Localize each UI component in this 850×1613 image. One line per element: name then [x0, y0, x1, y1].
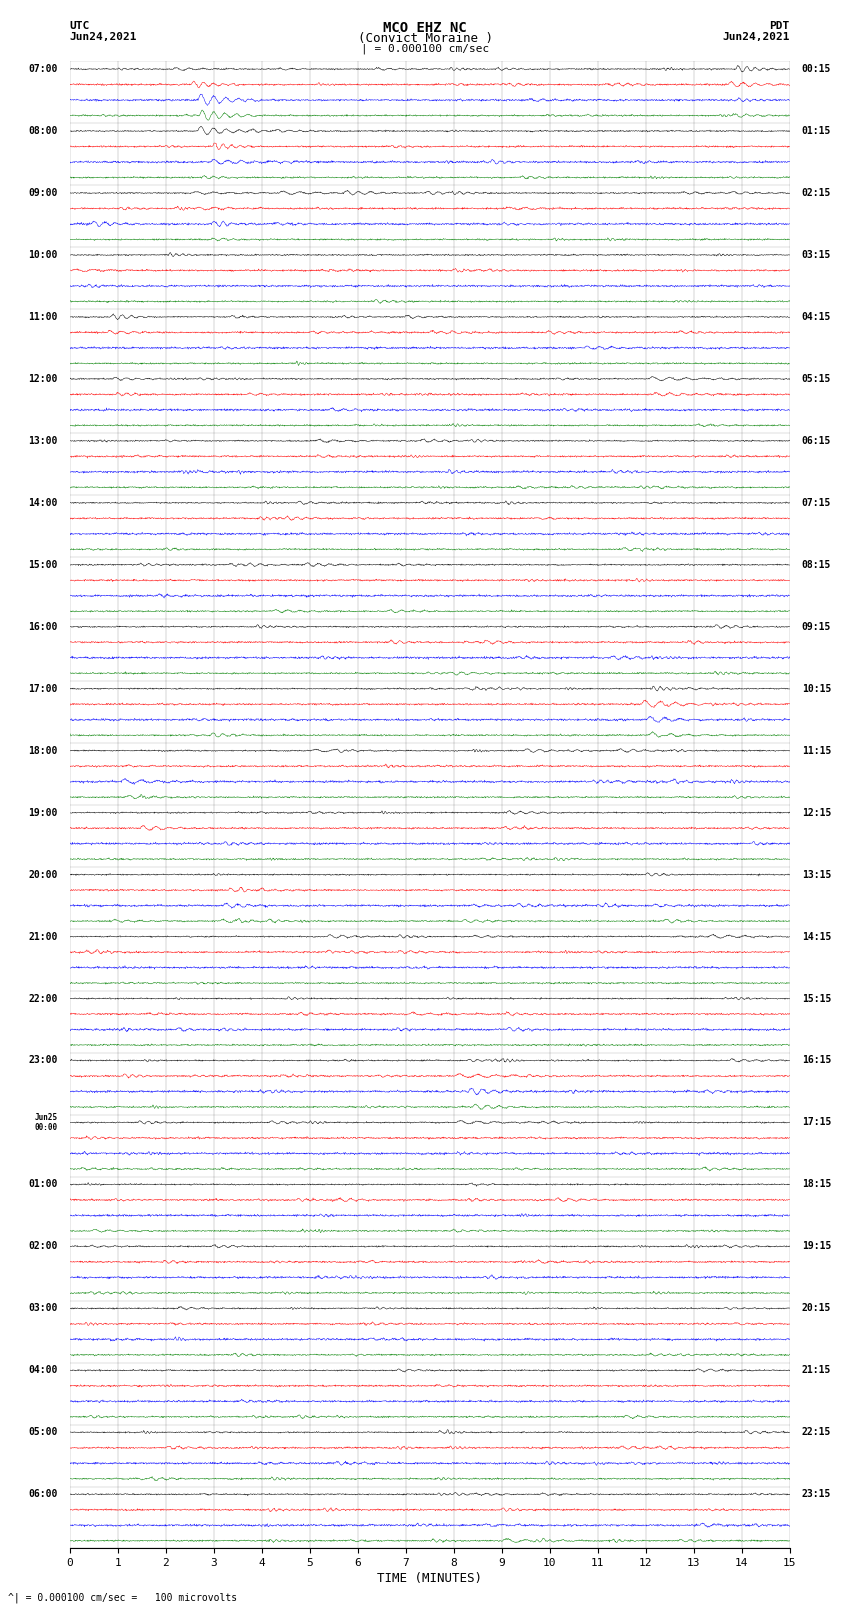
Text: 05:15: 05:15	[802, 374, 831, 384]
Text: 03:15: 03:15	[802, 250, 831, 260]
Text: 11:00: 11:00	[28, 311, 58, 323]
X-axis label: TIME (MINUTES): TIME (MINUTES)	[377, 1573, 482, 1586]
Text: 19:00: 19:00	[28, 808, 58, 818]
Text: 15:00: 15:00	[28, 560, 58, 569]
Text: Jun24,2021: Jun24,2021	[70, 32, 137, 42]
Text: 17:00: 17:00	[28, 684, 58, 694]
Text: 05:00: 05:00	[28, 1428, 58, 1437]
Text: 16:00: 16:00	[28, 621, 58, 632]
Text: 22:00: 22:00	[28, 994, 58, 1003]
Text: 12:15: 12:15	[802, 808, 831, 818]
Text: 08:00: 08:00	[28, 126, 58, 135]
Text: (Convict Moraine ): (Convict Moraine )	[358, 32, 492, 45]
Text: 06:00: 06:00	[28, 1489, 58, 1498]
Text: 04:00: 04:00	[28, 1365, 58, 1376]
Text: 01:00: 01:00	[28, 1179, 58, 1189]
Text: 03:00: 03:00	[28, 1303, 58, 1313]
Text: 07:00: 07:00	[28, 65, 58, 74]
Text: 08:15: 08:15	[802, 560, 831, 569]
Text: 22:15: 22:15	[802, 1428, 831, 1437]
Text: 15:15: 15:15	[802, 994, 831, 1003]
Text: 19:15: 19:15	[802, 1242, 831, 1252]
Text: 00:15: 00:15	[802, 65, 831, 74]
Text: 14:15: 14:15	[802, 932, 831, 942]
Text: 18:00: 18:00	[28, 745, 58, 755]
Text: 16:15: 16:15	[802, 1055, 831, 1066]
Text: MCO EHZ NC: MCO EHZ NC	[383, 21, 467, 35]
Text: 02:15: 02:15	[802, 189, 831, 198]
Text: 17:15: 17:15	[802, 1118, 831, 1127]
Text: 20:00: 20:00	[28, 869, 58, 879]
Text: 00:00: 00:00	[35, 1123, 58, 1132]
Text: 10:00: 10:00	[28, 250, 58, 260]
Text: 21:00: 21:00	[28, 932, 58, 942]
Text: UTC: UTC	[70, 21, 90, 31]
Text: 11:15: 11:15	[802, 745, 831, 755]
Text: 20:15: 20:15	[802, 1303, 831, 1313]
Text: 13:15: 13:15	[802, 869, 831, 879]
Text: 04:15: 04:15	[802, 311, 831, 323]
Text: 13:00: 13:00	[28, 436, 58, 445]
Text: 09:00: 09:00	[28, 189, 58, 198]
Text: 06:15: 06:15	[802, 436, 831, 445]
Text: 12:00: 12:00	[28, 374, 58, 384]
Text: Jun24,2021: Jun24,2021	[722, 32, 790, 42]
Text: 23:00: 23:00	[28, 1055, 58, 1066]
Text: 09:15: 09:15	[802, 621, 831, 632]
Text: 02:00: 02:00	[28, 1242, 58, 1252]
Text: 14:00: 14:00	[28, 498, 58, 508]
Text: 10:15: 10:15	[802, 684, 831, 694]
Text: 23:15: 23:15	[802, 1489, 831, 1498]
Text: | = 0.000100 cm/sec: | = 0.000100 cm/sec	[361, 44, 489, 55]
Text: ^| = 0.000100 cm/sec =   100 microvolts: ^| = 0.000100 cm/sec = 100 microvolts	[8, 1592, 238, 1603]
Text: 18:15: 18:15	[802, 1179, 831, 1189]
Text: Jun25: Jun25	[35, 1113, 58, 1123]
Text: 21:15: 21:15	[802, 1365, 831, 1376]
Text: 07:15: 07:15	[802, 498, 831, 508]
Text: PDT: PDT	[769, 21, 790, 31]
Text: 01:15: 01:15	[802, 126, 831, 135]
